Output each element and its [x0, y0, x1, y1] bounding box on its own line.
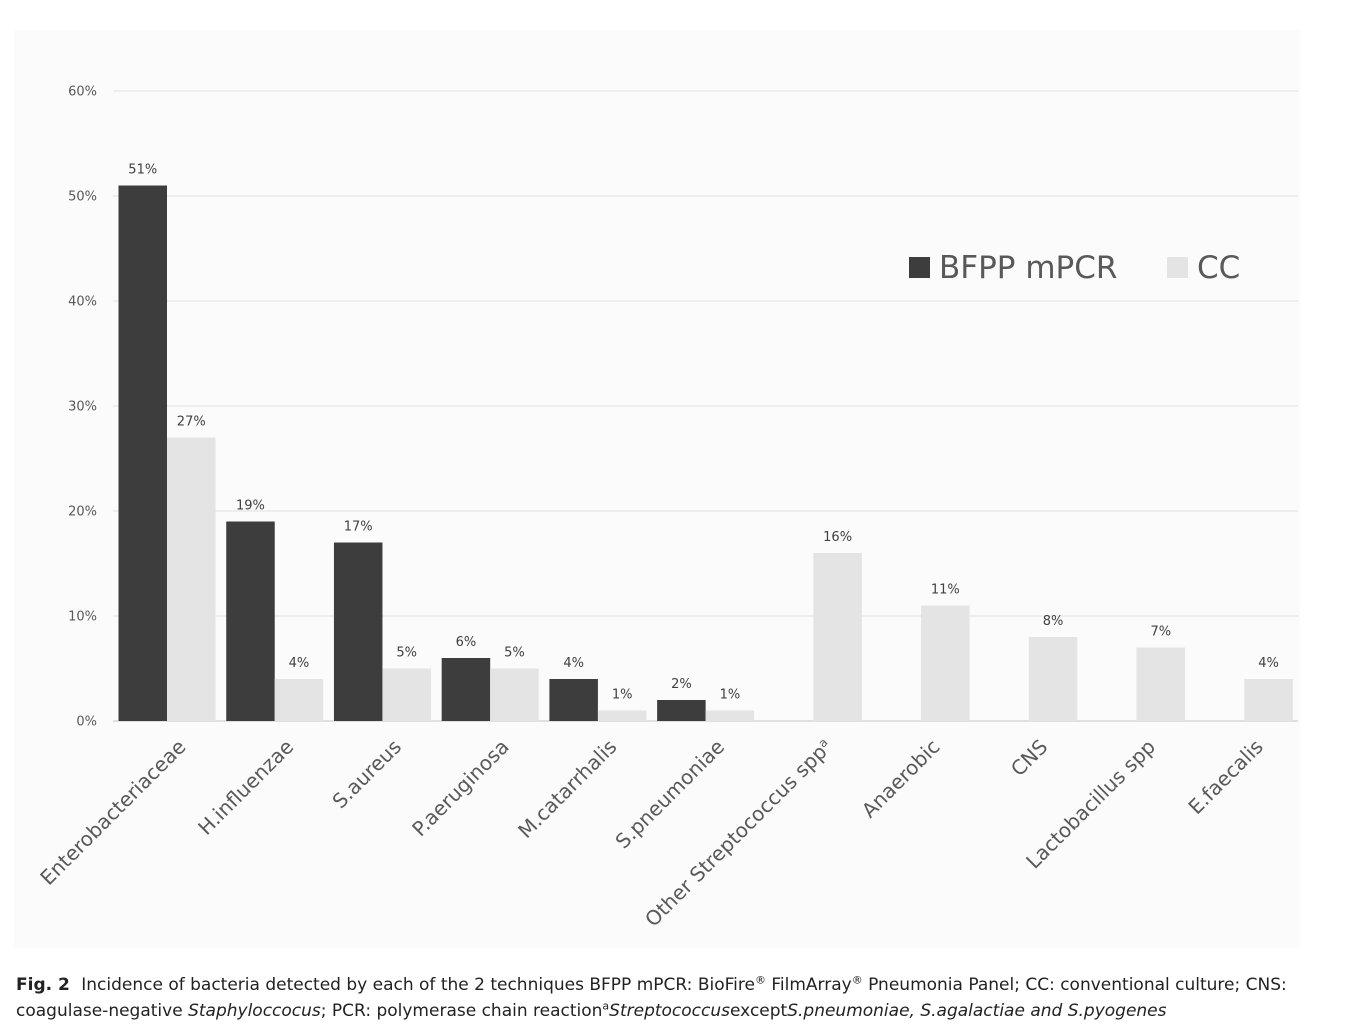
y-tick-label: 50% [68, 190, 97, 205]
bar-cc [274, 679, 324, 721]
data-label: 4% [563, 656, 584, 671]
caption-text-1: Incidence of bacteria detected by each o… [81, 975, 755, 995]
caption-text-2: FilmArray [765, 975, 852, 995]
data-label: 4% [1258, 656, 1279, 671]
caption-italic-1: Staphyloccocus [188, 1001, 321, 1021]
bar-cc [813, 553, 862, 721]
data-label: 11% [931, 583, 960, 598]
bars [118, 185, 1293, 721]
bar-cc [1028, 637, 1078, 721]
data-label: 27% [177, 415, 206, 430]
data-label: 7% [1150, 625, 1171, 640]
category-label: H.influenzae [193, 735, 298, 840]
bar-bfpp-mpcr [549, 679, 598, 721]
data-label: 8% [1043, 614, 1064, 629]
y-tick-label: 60% [68, 85, 97, 100]
bar-cc [167, 437, 216, 721]
category-superscript: a [815, 735, 830, 750]
y-tick-label: 40% [68, 295, 97, 310]
caption-label: Fig. 2 [16, 975, 70, 995]
bar-cc [705, 710, 755, 721]
y-tick-label: 30% [68, 400, 97, 415]
category-label: Other Streptococcus sppa [640, 735, 837, 932]
chart-background [14, 30, 1300, 948]
caption-superscript: a [602, 999, 610, 1013]
bar-cc [382, 668, 431, 721]
data-label: 51% [128, 163, 157, 178]
category-label: Anaerobic [857, 735, 945, 823]
caption-text-5: except [730, 1001, 788, 1021]
data-label: 5% [396, 646, 417, 661]
bar-bfpp-mpcr [118, 185, 167, 721]
bar-bfpp-mpcr [226, 521, 275, 721]
gridlines [113, 90, 1298, 722]
category-label: E.faecalis [1183, 735, 1267, 819]
data-label: 19% [236, 499, 265, 514]
data-label: 1% [720, 688, 741, 703]
data-label: 16% [823, 530, 852, 545]
data-label: 6% [456, 635, 477, 650]
y-tick-label: 20% [68, 505, 97, 520]
category-label: S.aureus [327, 735, 406, 814]
bar-bfpp-mpcr [441, 658, 491, 721]
legend-label: BFPP mPCR [939, 250, 1117, 286]
bar-cc [921, 605, 970, 721]
category-label: CNS [1006, 735, 1052, 781]
caption-text-3: Pneumonia Panel; CC: conventional cultur… [16, 975, 1287, 1021]
y-tick-label: 10% [68, 610, 97, 625]
bar-bfpp-mpcr [657, 700, 706, 721]
data-labels: 51% 27% 19% 4% 17% 5% 6% 5% 4% 1% 2% 1% 16% 11% 8% 7% 4% [128, 163, 1279, 703]
caption-reg-mark-1: ® [754, 973, 766, 987]
bar-cc [597, 710, 647, 721]
legend-swatch [1167, 257, 1188, 278]
caption-reg-mark-2: ® [851, 973, 863, 987]
data-label: 2% [671, 677, 692, 692]
bar-chart: 0%10%20%30%40%50%60% 51%27%19%4%17%5%6%5… [35, 85, 1298, 932]
caption-text-4: ; PCR: polymerase chain reaction [320, 1001, 603, 1021]
category-label: M.catarrhalis [513, 735, 621, 843]
category-label: S.pneumoniae [610, 735, 729, 854]
category-label: P.aeruginosa [407, 735, 513, 841]
caption-italic-3: S.pneumoniae, S.agalactiae and S.pyogene… [787, 1001, 1167, 1021]
legend-swatch [909, 257, 930, 278]
bar-cc [1136, 647, 1186, 721]
y-axis-ticks: 0% 10% 20% 30% 40% 50% 60% [68, 85, 97, 730]
bar-cc [1244, 679, 1293, 721]
bar-cc [490, 668, 539, 721]
category-label: Enterobacteriaceae [35, 735, 190, 890]
bar-bfpp-mpcr [333, 542, 383, 721]
data-label: 5% [504, 646, 525, 661]
data-label: 4% [289, 656, 310, 671]
legend-label: CC [1197, 250, 1240, 286]
x-axis-categories: Enterobacteriaceae H.influenzae S.aureus P.… [35, 735, 1267, 932]
legend: BFPP mPCR CC [909, 250, 1240, 286]
y-tick-label: 0% [76, 715, 97, 730]
data-label: 1% [612, 688, 633, 703]
data-label: 17% [344, 520, 373, 535]
caption-italic-2: Streptococcus [609, 1001, 731, 1021]
figure-caption: Fig. 2 Incidence of bacteria detected by… [16, 972, 1306, 1024]
